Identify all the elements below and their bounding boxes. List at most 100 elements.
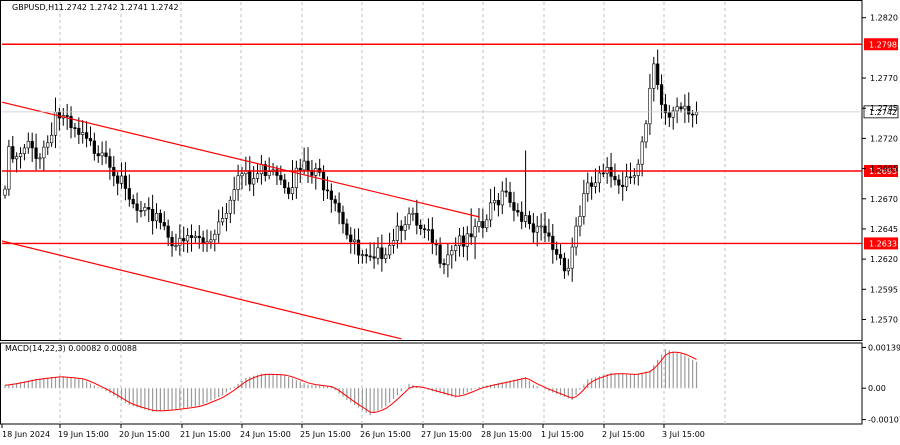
candle-body [430, 229, 434, 244]
candle-body [640, 141, 644, 165]
time-axis-label: 27 Jun 15:00 [421, 430, 472, 439]
candle-body [217, 221, 221, 235]
candle-body [38, 157, 42, 160]
candle-body [279, 175, 283, 181]
candle-body [30, 140, 34, 149]
candle-body [388, 245, 392, 256]
candle-body [403, 224, 407, 231]
candle-body [683, 105, 687, 110]
candle-body [457, 235, 462, 246]
candle-body [182, 238, 186, 242]
candle-body [446, 254, 450, 266]
candle-body [7, 146, 11, 190]
candle-body [570, 246, 574, 269]
macd-panel[interactable] [0, 342, 863, 425]
candle-body [213, 233, 217, 241]
candle-body [376, 247, 380, 259]
candle-body [178, 238, 182, 246]
candle-body [523, 215, 528, 222]
candle-body [166, 225, 170, 238]
candle-body [248, 170, 252, 185]
candle-body [69, 115, 73, 128]
header-quote: 1.2742 1.2742 1.2741 1.2742 [59, 3, 179, 12]
candle-body [333, 199, 337, 204]
candle-body [492, 199, 497, 204]
candle-body [504, 190, 508, 193]
candle-body [442, 263, 446, 266]
time-axis-label: 25 Jun 15:00 [300, 430, 351, 439]
candle-body [26, 140, 30, 149]
candle-body [240, 173, 244, 177]
candle-body [329, 190, 333, 200]
candle-body [582, 193, 586, 217]
macd-axis-label: 0.00139 [868, 343, 900, 352]
candle-body [209, 239, 213, 243]
candle-body [473, 226, 477, 238]
candle-body [84, 132, 89, 139]
candle-body [652, 63, 656, 89]
candle-body [3, 188, 7, 196]
candle-body [57, 111, 61, 119]
candle-body [259, 164, 264, 175]
candle-body [368, 255, 372, 258]
candle-body [228, 199, 232, 214]
time-axis-label: 19 Jun 15:00 [58, 430, 109, 439]
candle-body [601, 172, 605, 175]
candle-body [461, 235, 466, 247]
time-axis-label: 1 Jul 15:00 [541, 430, 584, 439]
candle-body [555, 249, 559, 255]
candle-body [411, 212, 415, 215]
candle-body [590, 182, 594, 187]
candle-body [349, 234, 353, 243]
macd-signal-line [4, 351, 697, 414]
price-axis-label: 1.2695 [870, 165, 898, 174]
candle-body [302, 160, 306, 171]
candle-body [617, 179, 621, 186]
candle-body [628, 176, 633, 179]
candle-body [527, 215, 532, 225]
candle-body [496, 199, 500, 206]
candle-body [547, 232, 551, 237]
candle-body [648, 87, 652, 125]
candle-body [193, 235, 197, 238]
candle-body [220, 218, 225, 223]
price-axis-label: 1.2620 [870, 255, 898, 264]
candle-body [119, 175, 124, 184]
candle-body [481, 221, 485, 229]
level-price-tag-label: 1.2633 [869, 239, 897, 248]
candle-body [92, 140, 96, 154]
candle-body [364, 254, 368, 257]
candle-body [314, 168, 318, 176]
candle-body [574, 225, 578, 248]
candle-body [679, 106, 683, 110]
candle-body [426, 229, 431, 231]
candle-body [116, 175, 120, 184]
candle-body [543, 225, 547, 234]
candle-body [465, 233, 469, 247]
candle-body [151, 208, 155, 222]
candle-body [644, 123, 648, 143]
macd-label: MACD(14,22,3) 0.00082 0.00088 [5, 344, 137, 353]
candle-body [170, 236, 174, 247]
candle-body [399, 225, 403, 231]
price-axis-label: 1.2770 [870, 74, 898, 83]
current-price-tag-label: 1.2742 [869, 108, 897, 117]
candle-body [96, 153, 100, 157]
time-axis-label: 26 Jun 15:00 [360, 430, 411, 439]
candle-body [189, 235, 194, 238]
candle-body [659, 84, 664, 105]
candle-body [656, 63, 660, 85]
price-axis-label: 1.2570 [870, 315, 898, 324]
time-axis-label: 20 Jun 15:00 [119, 430, 170, 439]
candle-body [158, 213, 163, 223]
candle-body [558, 254, 563, 259]
candle-body [586, 182, 590, 194]
trend-channel-upper-line [1, 101, 480, 218]
candle-body [143, 207, 147, 211]
candle-body [520, 211, 524, 222]
time-axis-label: 18 Jun 2024 [2, 430, 50, 439]
candle-body [294, 167, 298, 188]
macd-axis-label: 0.00 [868, 384, 886, 393]
